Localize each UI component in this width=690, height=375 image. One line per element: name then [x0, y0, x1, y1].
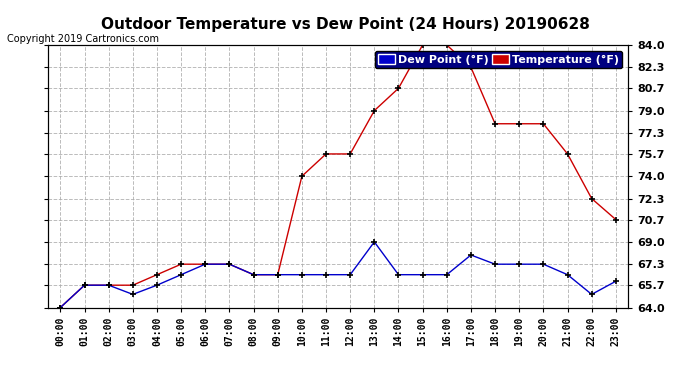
Legend: Dew Point (°F), Temperature (°F): Dew Point (°F), Temperature (°F) — [375, 51, 622, 68]
Text: Outdoor Temperature vs Dew Point (24 Hours) 20190628: Outdoor Temperature vs Dew Point (24 Hou… — [101, 17, 589, 32]
Text: Copyright 2019 Cartronics.com: Copyright 2019 Cartronics.com — [7, 34, 159, 44]
